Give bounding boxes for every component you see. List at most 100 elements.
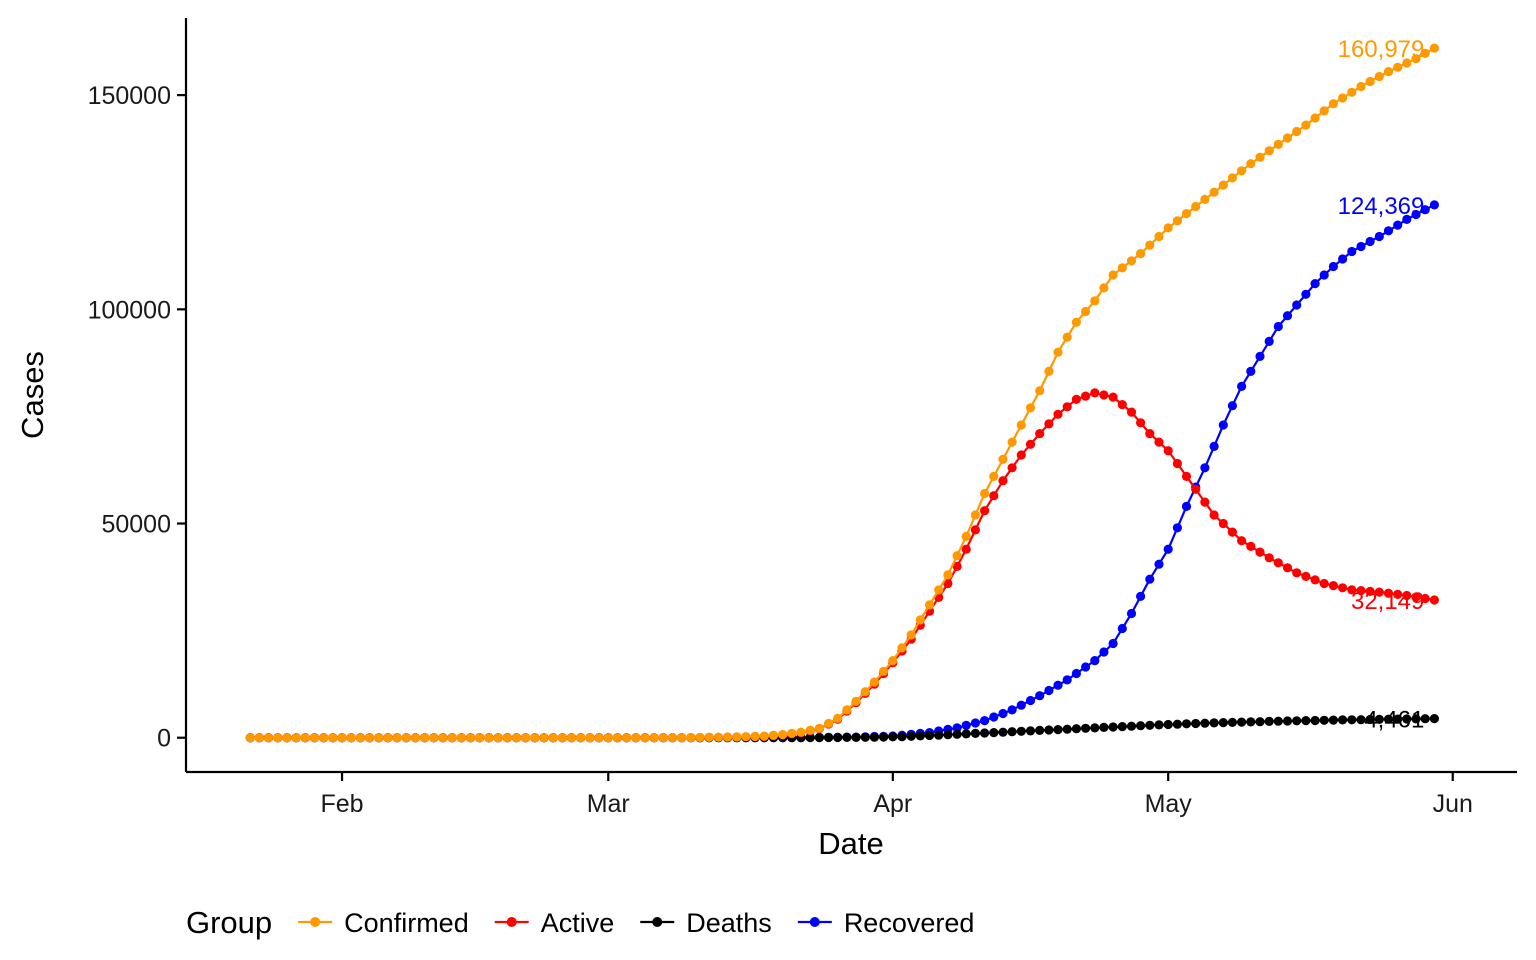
data-point-recovered: [1163, 544, 1173, 554]
legend-key-dot: [652, 917, 663, 927]
data-point-confirmed: [1090, 296, 1100, 306]
data-point-confirmed: [1108, 270, 1118, 280]
data-point-deaths: [1172, 719, 1182, 729]
data-point-confirmed: [842, 705, 852, 715]
data-point-active: [943, 578, 953, 589]
data-point-deaths: [1301, 716, 1311, 726]
data-point-active: [1255, 547, 1265, 557]
legend-label: Deaths: [686, 908, 772, 938]
plot-series: [245, 43, 1439, 743]
data-point-confirmed: [695, 732, 705, 743]
data-point-confirmed: [264, 733, 274, 743]
data-point-confirmed: [566, 733, 577, 743]
data-point-deaths: [961, 729, 971, 739]
data-point-confirmed: [649, 733, 659, 743]
data-point-confirmed: [328, 733, 338, 743]
data-point-confirmed: [1292, 126, 1302, 137]
data-point-active: [1099, 390, 1109, 400]
data-point-recovered: [1200, 463, 1210, 473]
data-point-active: [1237, 536, 1247, 546]
data-point-confirmed: [1062, 332, 1072, 342]
data-point-active: [998, 476, 1008, 486]
data-point-deaths: [879, 732, 889, 742]
data-point-confirmed: [934, 585, 944, 595]
y-tick-label: 100000: [88, 296, 171, 324]
data-point-confirmed: [869, 677, 880, 687]
data-point-active: [1218, 518, 1228, 529]
data-point-active: [989, 491, 999, 501]
data-point-confirmed: [309, 733, 320, 743]
data-point-active: [980, 506, 990, 516]
data-point-deaths: [1328, 715, 1338, 725]
data-point-confirmed: [1071, 317, 1081, 327]
data-point-deaths: [1282, 716, 1293, 726]
data-point-confirmed: [1200, 194, 1210, 204]
data-point-active: [1374, 587, 1384, 597]
data-point-confirmed: [1420, 48, 1430, 59]
data-point-deaths: [1347, 715, 1357, 725]
x-axis-title: Date: [818, 826, 883, 861]
data-point-confirmed: [1264, 146, 1274, 156]
data-point-confirmed: [576, 733, 586, 743]
data-point-recovered: [970, 718, 981, 728]
end-label-deaths: 4,461: [1364, 707, 1424, 734]
series-active: [245, 388, 1439, 743]
data-point-recovered: [1108, 638, 1118, 649]
data-point-confirmed: [603, 733, 613, 743]
data-point-confirmed: [319, 733, 329, 743]
data-point-confirmed: [502, 733, 512, 743]
data-point-confirmed: [1282, 133, 1293, 143]
data-point-confirmed: [1136, 249, 1146, 259]
end-labels: 160,979 32,149 4,461 124,369: [1338, 36, 1425, 734]
data-point-confirmed: [906, 630, 916, 640]
data-point-recovered: [1301, 289, 1311, 299]
data-point-deaths: [1007, 727, 1017, 737]
data-point-confirmed: [1145, 240, 1155, 250]
data-point-recovered: [1347, 246, 1357, 257]
data-point-deaths: [1163, 719, 1173, 730]
data-point-deaths: [833, 732, 843, 743]
data-point-recovered: [998, 708, 1008, 719]
data-point-confirmed: [989, 471, 999, 481]
data-point-deaths: [1356, 715, 1366, 725]
data-point-recovered: [1044, 685, 1054, 696]
data-point-confirmed: [723, 732, 733, 742]
data-point-confirmed: [1218, 180, 1228, 190]
data-point-recovered: [1282, 311, 1293, 321]
data-point-confirmed: [677, 733, 687, 743]
data-point-confirmed: [713, 732, 724, 742]
data-point-active: [1227, 527, 1237, 537]
data-point-confirmed: [980, 488, 990, 499]
data-point-deaths: [1319, 715, 1329, 725]
data-point-deaths: [1246, 717, 1256, 727]
data-point-recovered: [1319, 270, 1329, 280]
data-point-confirmed: [420, 733, 430, 743]
data-point-active: [1181, 471, 1192, 481]
data-point-active: [1393, 589, 1403, 600]
data-point-deaths: [805, 733, 815, 743]
data-point-deaths: [1191, 718, 1201, 729]
data-point-confirmed: [1429, 43, 1439, 53]
data-point-confirmed: [1301, 120, 1311, 130]
data-point-confirmed: [1163, 223, 1173, 233]
y-axis-title: Cases: [15, 351, 50, 439]
data-point-recovered: [989, 712, 999, 722]
data-point-active: [1200, 497, 1210, 507]
data-point-active: [1347, 585, 1357, 595]
data-point-confirmed: [732, 732, 742, 742]
data-point-deaths: [1411, 714, 1421, 724]
legend-title: Group: [186, 905, 272, 940]
data-point-recovered: [1126, 608, 1137, 619]
data-point-active: [1071, 394, 1081, 404]
series-line-recovered: [250, 203, 1435, 739]
data-point-confirmed: [484, 733, 494, 743]
data-point-confirmed: [273, 733, 283, 743]
data-point-confirmed: [401, 733, 411, 743]
data-point-confirmed: [1227, 173, 1237, 183]
data-point-confirmed: [1347, 87, 1357, 97]
data-point-deaths: [1016, 726, 1026, 736]
data-point-recovered: [1172, 523, 1182, 533]
data-point-active: [970, 525, 981, 535]
data-point-deaths: [970, 728, 981, 739]
